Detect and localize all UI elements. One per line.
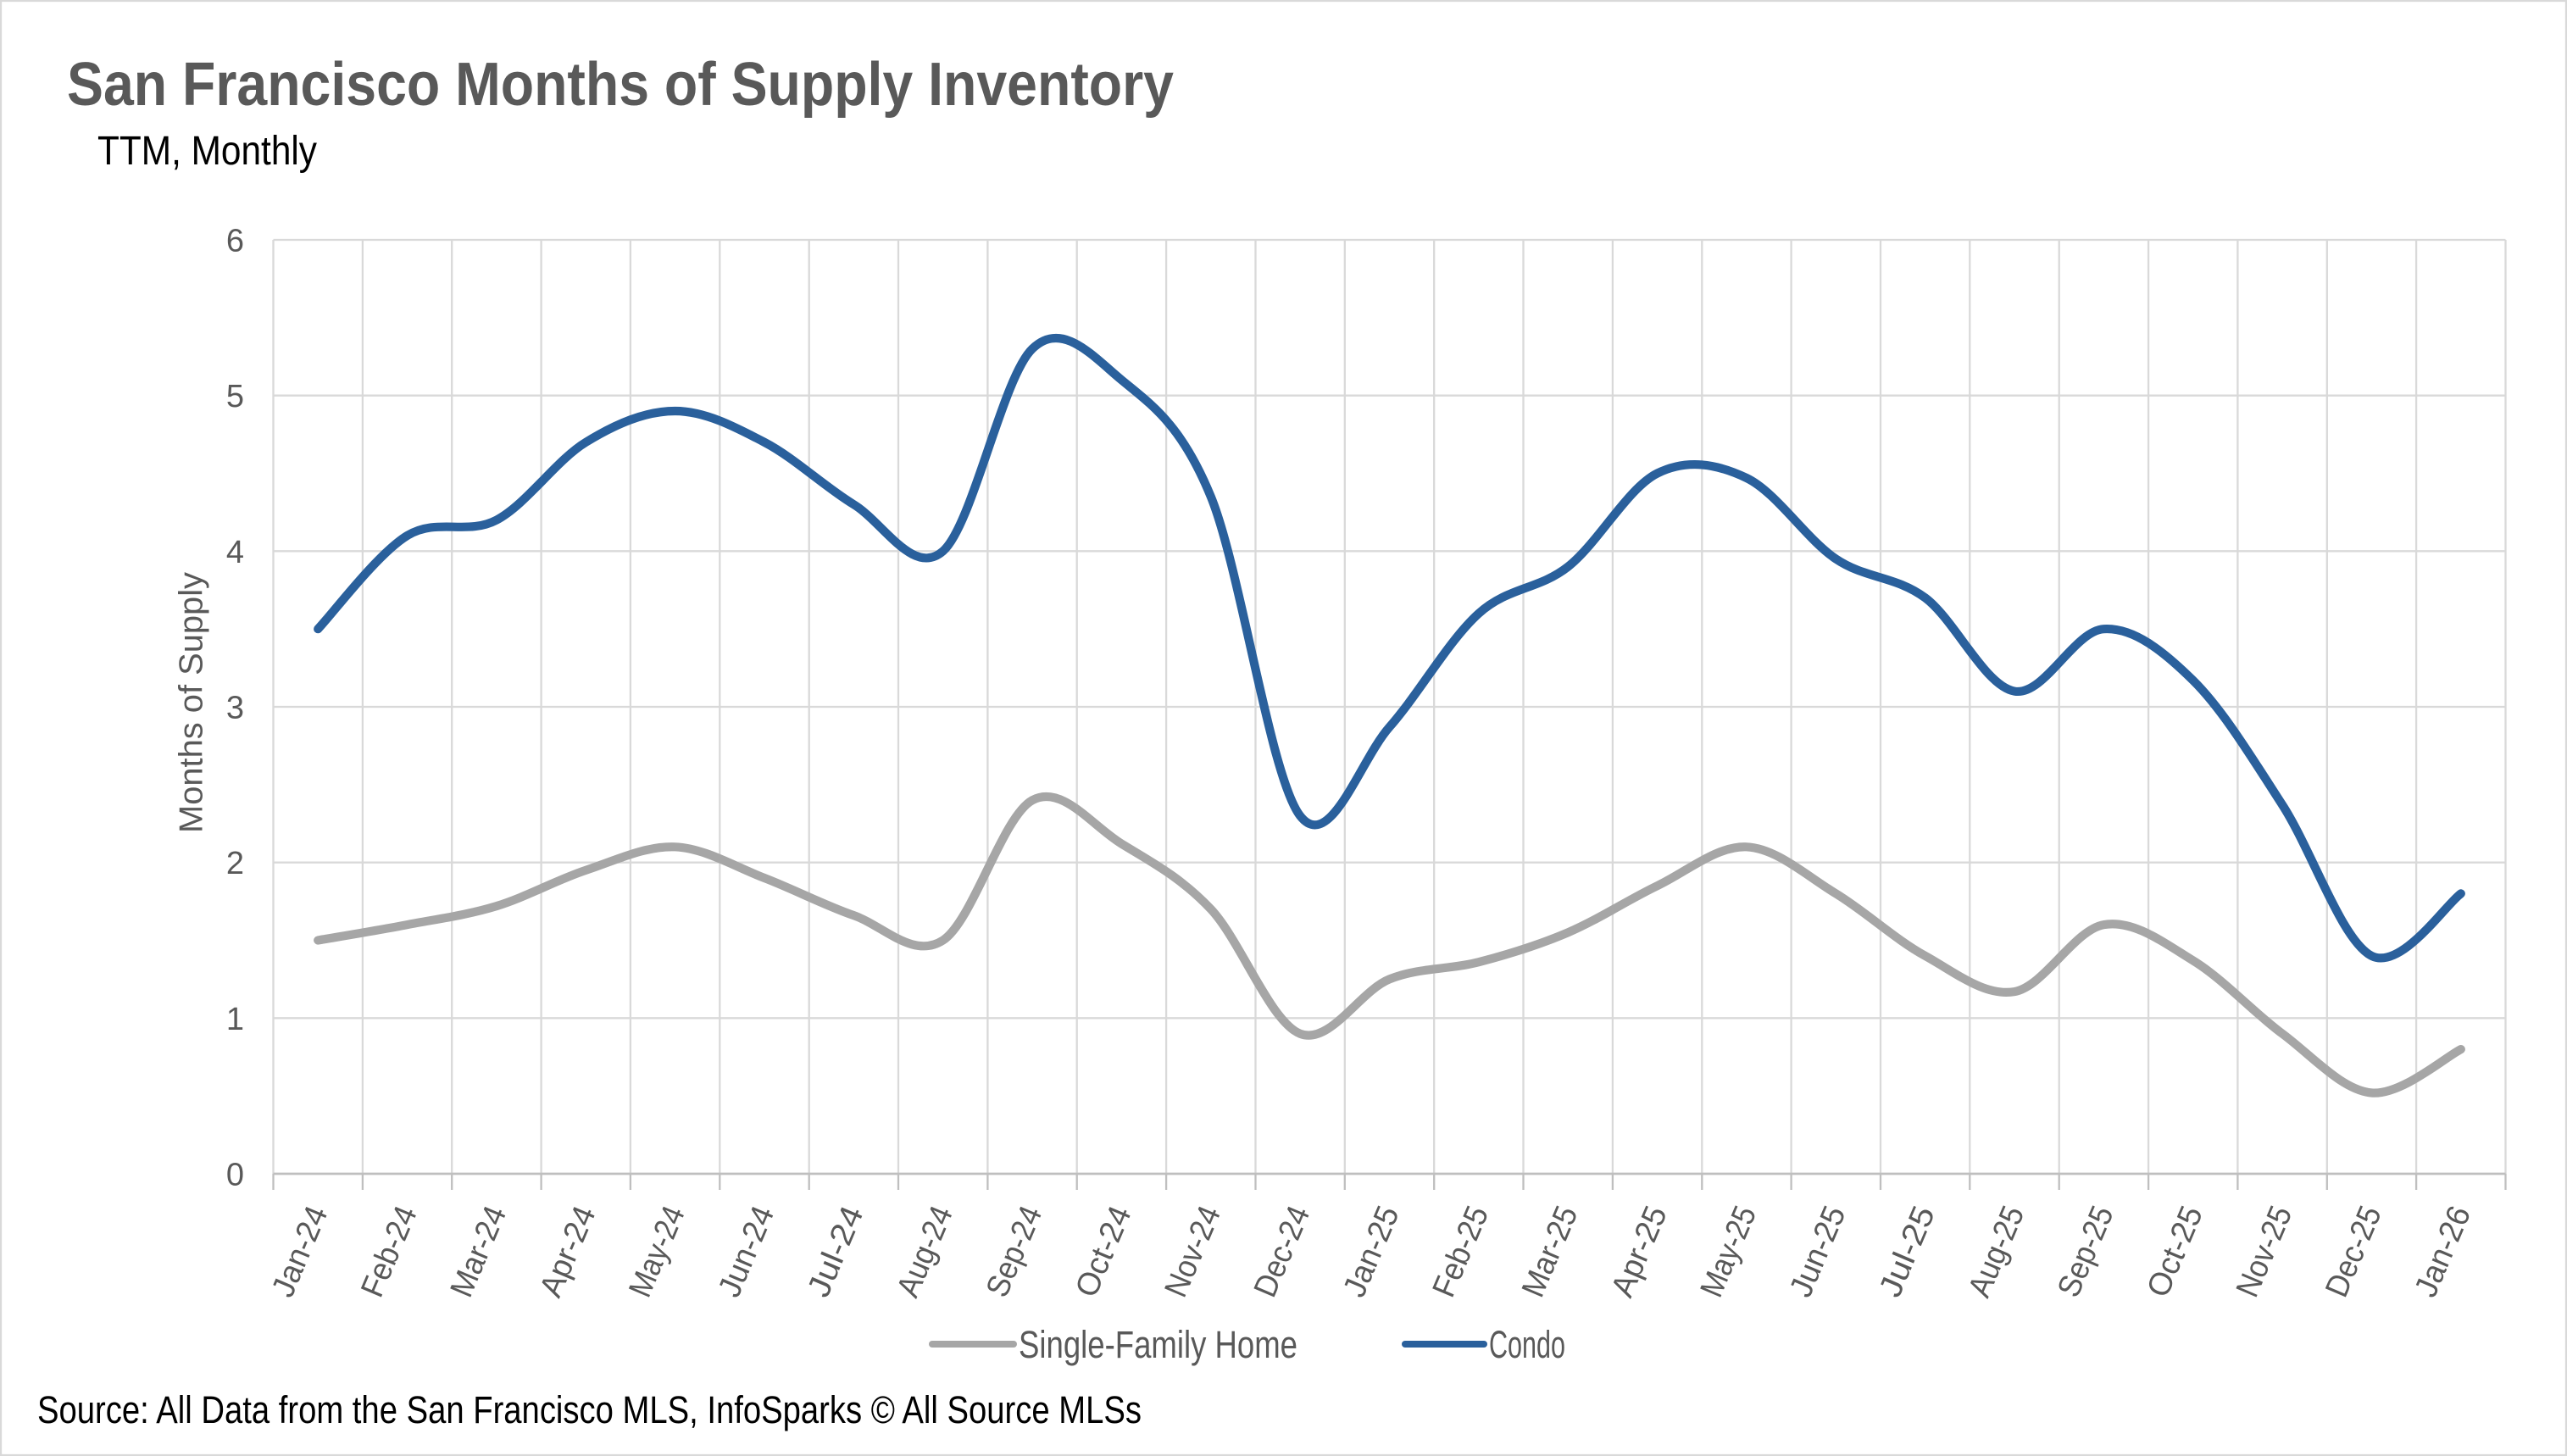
svg-text:2: 2 (226, 846, 244, 881)
svg-text:0: 0 (226, 1158, 244, 1193)
svg-text:TTM, Monthly: TTM, Monthly (97, 129, 317, 174)
svg-text:5: 5 (226, 379, 244, 414)
svg-text:6: 6 (226, 224, 244, 259)
svg-text:Months of Supply: Months of Supply (174, 571, 210, 833)
svg-text:4: 4 (226, 535, 244, 570)
svg-text:1: 1 (226, 1002, 244, 1037)
svg-text:3: 3 (226, 691, 244, 726)
svg-text:Single-Family Home: Single-Family Home (1019, 1323, 1297, 1366)
svg-text:Condo: Condo (1489, 1323, 1565, 1366)
svg-text:Source: All Data from the San: Source: All Data from the San Francisco … (37, 1388, 1142, 1431)
svg-text:San Francisco Months of Supply: San Francisco Months of Supply Inventory (67, 51, 1174, 119)
